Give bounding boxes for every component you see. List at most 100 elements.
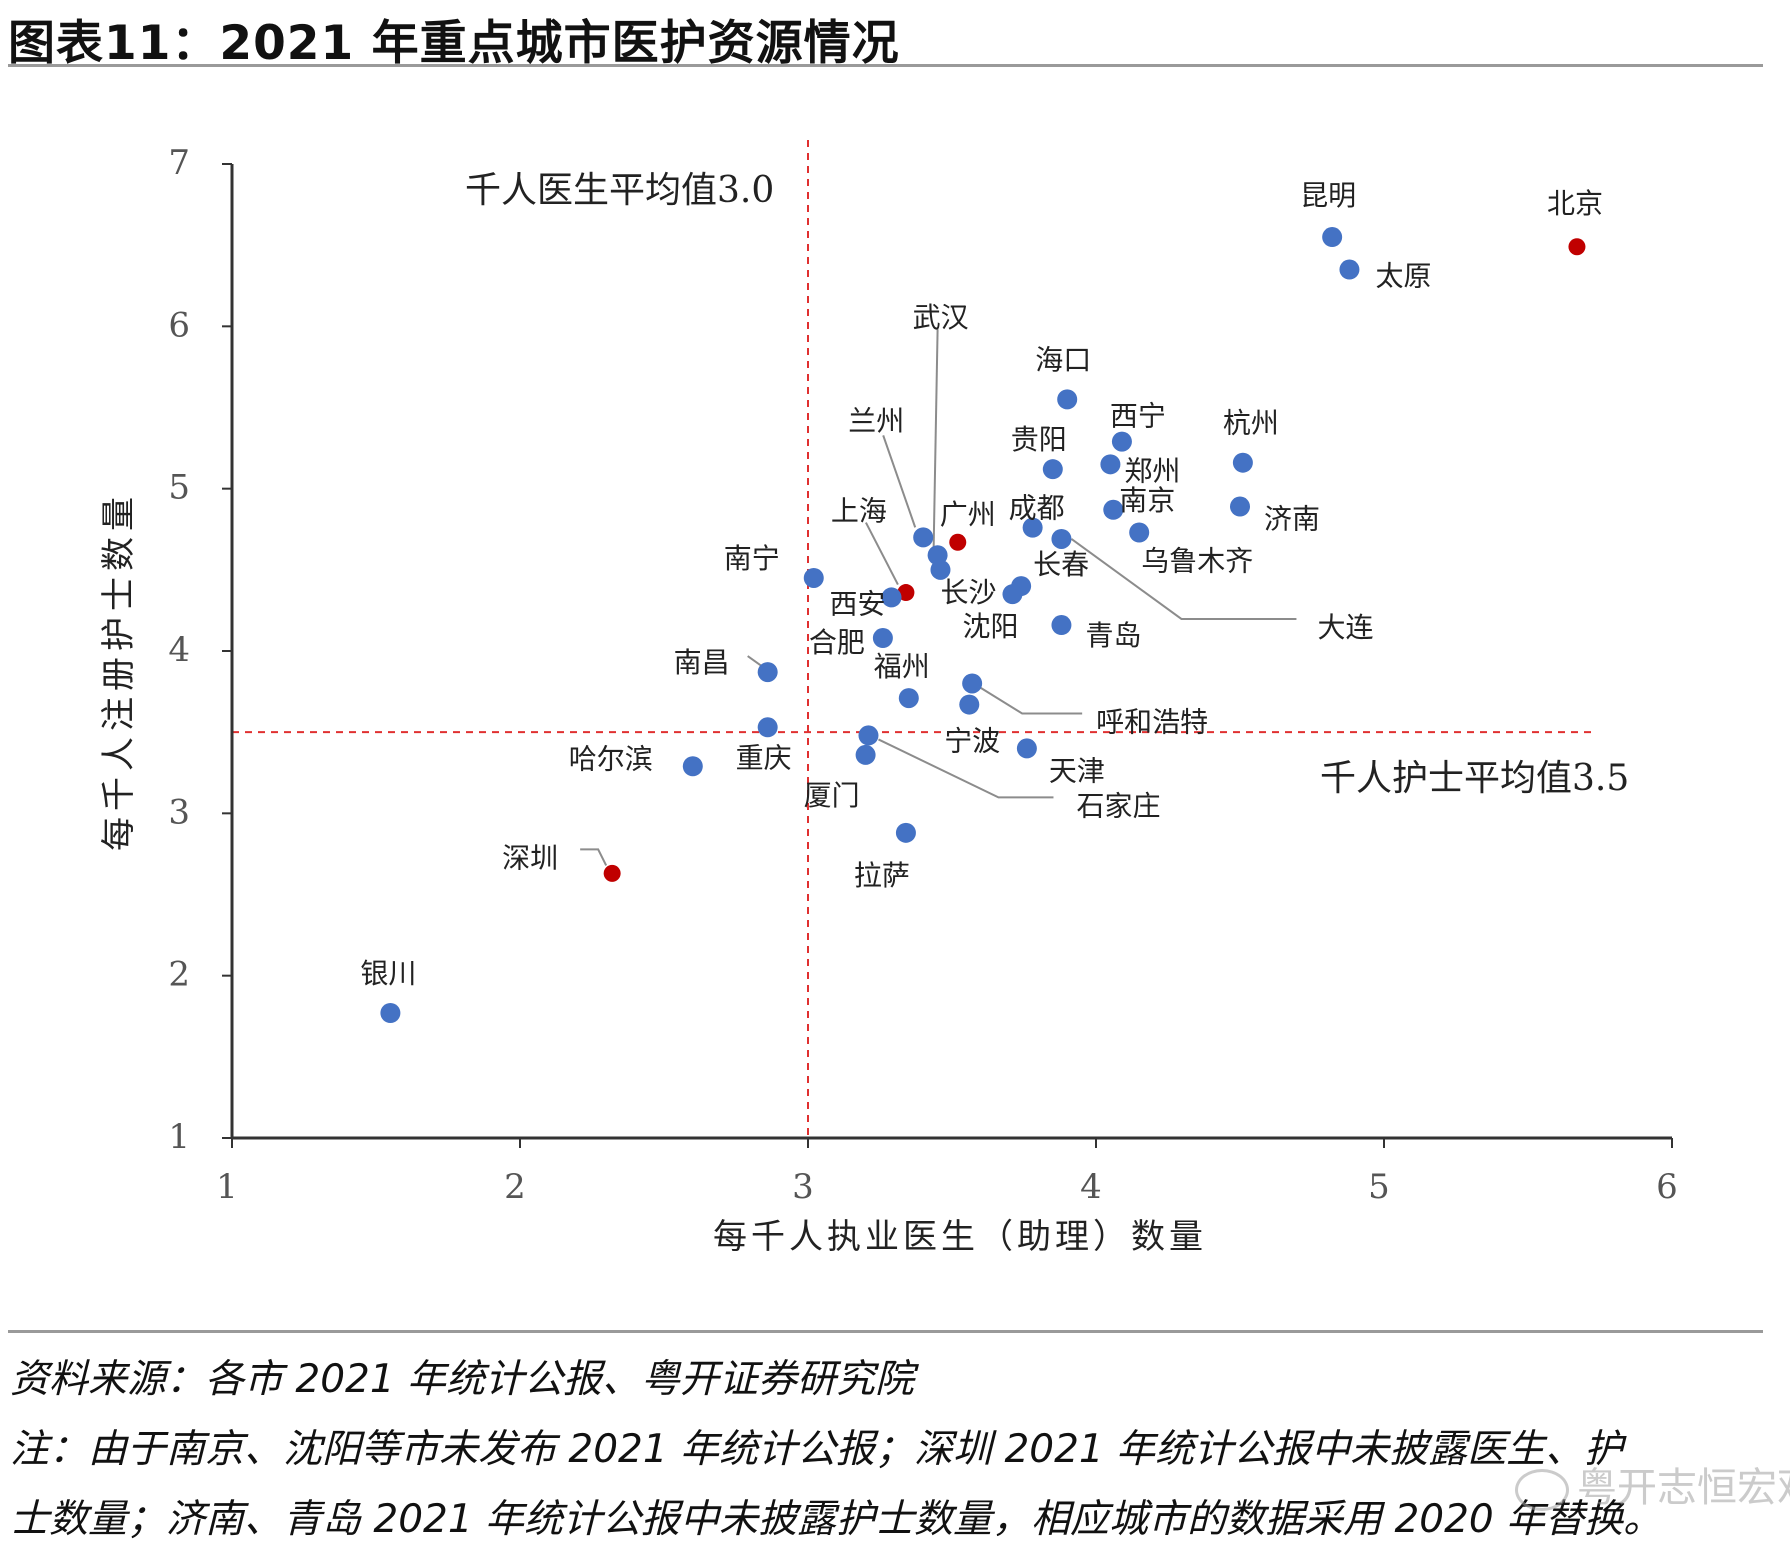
point-广州 <box>949 533 967 551</box>
leader-line <box>580 848 608 866</box>
source-note: 资料来源：各市 2021 年统计公报、粤开证券研究院 <box>10 1357 915 1402</box>
point-昆明 <box>1322 227 1343 248</box>
reference-lines: 千人医生平均值3.0 千人护士平均值3.5 <box>232 140 1629 1138</box>
label-太原: 太原 <box>1375 260 1431 293</box>
note-line-1: 注：由于南京、沈阳等市未发布 2021 年统计公报；深圳 2021 年统计公报中… <box>10 1427 1624 1472</box>
point-大连 <box>1051 528 1072 549</box>
leader-line <box>747 655 763 667</box>
label-西安: 西安 <box>830 587 886 620</box>
point-石家庄 <box>858 725 879 746</box>
point-深圳 <box>603 864 621 882</box>
label-重庆: 重庆 <box>736 741 792 774</box>
point-济南 <box>1230 496 1250 517</box>
point-青岛 <box>1051 615 1072 636</box>
scatter-chart: 千人医生平均值3.0 千人护士平均值3.5 1 2 3 4 5 6 1 2 3 4 5 6 7 每千人执业医… <box>99 140 1678 1257</box>
label-呼和浩特: 呼和浩特 <box>1096 705 1208 738</box>
point-沈阳 <box>1002 584 1023 605</box>
bottom-divider <box>8 1330 1763 1333</box>
leader-line <box>882 435 917 528</box>
label-杭州: 杭州 <box>1223 407 1279 440</box>
watermark: 粤开志恒宏观 <box>1515 1455 1790 1513</box>
label-宁波: 宁波 <box>944 725 1000 758</box>
point-北京 <box>1568 238 1586 256</box>
y-tick-label: 6 <box>168 305 190 345</box>
label-拉萨: 拉萨 <box>854 859 910 892</box>
label-合肥: 合肥 <box>809 626 865 659</box>
point-海口 <box>1057 389 1078 410</box>
label-深圳: 深圳 <box>502 841 558 874</box>
label-长沙: 长沙 <box>940 576 996 609</box>
label-石家庄: 石家庄 <box>1076 789 1160 822</box>
label-哈尔滨: 哈尔滨 <box>569 742 653 775</box>
point-天津 <box>1016 738 1037 759</box>
y-tick-label: 7 <box>168 143 190 183</box>
point-长沙 <box>930 559 951 580</box>
data-points <box>380 227 1586 1024</box>
watermark-text: 粤开志恒宏观 <box>1577 1465 1790 1511</box>
y-axis-title: 每千人注册护士数量 <box>99 491 139 851</box>
point-太原 <box>1339 259 1360 280</box>
wechat-icon <box>1515 1469 1569 1511</box>
y-tick-label: 3 <box>168 792 190 832</box>
point-厦门 <box>855 744 876 765</box>
label-南京: 南京 <box>1119 484 1175 517</box>
footer: 资料来源：各市 2021 年统计公报、粤开证券研究院 注：由于南京、沈阳等市未发… <box>10 1345 1780 1555</box>
chart-title: 图表11：2021 年重点城市医护资源情况 <box>8 16 900 71</box>
point-宁波 <box>959 694 980 715</box>
label-厦门: 厦门 <box>804 779 860 812</box>
point-乌鲁木齐 <box>1129 522 1150 543</box>
y-tick-label: 5 <box>168 468 190 508</box>
label-上海: 上海 <box>831 495 887 528</box>
x-tick-label: 5 <box>1368 1167 1390 1207</box>
point-郑州 <box>1100 454 1121 475</box>
point-贵阳 <box>1042 459 1063 480</box>
label-贵阳: 贵阳 <box>1011 423 1067 456</box>
y-tick-label: 2 <box>168 955 190 995</box>
point-福州 <box>898 688 919 709</box>
label-昆明: 昆明 <box>1300 179 1356 212</box>
label-郑州: 郑州 <box>1124 454 1180 487</box>
reference-label-doctor: 千人医生平均值3.0 <box>465 170 774 211</box>
leader-line <box>979 686 1083 715</box>
label-兰州: 兰州 <box>848 404 904 437</box>
label-长春: 长春 <box>1033 548 1089 581</box>
point-银川 <box>380 1003 401 1024</box>
x-tick-label: 4 <box>1080 1167 1102 1207</box>
label-武汉: 武汉 <box>913 301 969 334</box>
axes: 1 2 3 4 5 6 1 2 3 4 5 6 7 每千人执业医生（助理）数量 每千人注册护士数量 <box>99 143 1678 1257</box>
label-海口: 海口 <box>1035 343 1091 376</box>
x-tick-label: 6 <box>1656 1167 1678 1207</box>
label-天津: 天津 <box>1049 754 1105 787</box>
leader-lines <box>580 329 1297 866</box>
point-哈尔滨 <box>682 756 703 777</box>
label-南宁: 南宁 <box>724 542 780 575</box>
point-合肥 <box>872 628 893 649</box>
point-兰州 <box>913 527 934 548</box>
leader-line <box>878 738 1054 799</box>
point-南京 <box>1103 499 1124 520</box>
label-大连: 大连 <box>1317 611 1373 644</box>
point-杭州 <box>1232 452 1253 473</box>
label-福州: 福州 <box>874 650 930 683</box>
x-axis-title: 每千人执业医生（助理）数量 <box>713 1217 1207 1257</box>
label-济南: 济南 <box>1264 503 1320 536</box>
point-西安 <box>881 587 902 608</box>
leader-line <box>932 329 939 551</box>
label-南昌: 南昌 <box>674 646 730 679</box>
x-tick-label: 1 <box>216 1167 238 1207</box>
label-青岛: 青岛 <box>1085 619 1141 652</box>
x-tick-label: 2 <box>504 1167 526 1207</box>
leader-line <box>1070 538 1297 620</box>
label-北京: 北京 <box>1547 187 1603 220</box>
label-银川: 银川 <box>360 957 416 990</box>
note-line-2: 士数量；济南、青岛 2021 年统计公报中未披露护士数量，相应城市的数据采用 2… <box>10 1497 1663 1542</box>
label-沈阳: 沈阳 <box>962 610 1018 643</box>
point-南宁 <box>803 567 824 588</box>
point-呼和浩特 <box>962 673 983 694</box>
top-divider <box>8 64 1763 67</box>
label-西宁: 西宁 <box>1110 400 1166 433</box>
point-南昌 <box>757 662 778 683</box>
label-广州: 广州 <box>940 498 996 531</box>
reference-label-nurse: 千人护士平均值3.5 <box>1320 758 1629 799</box>
